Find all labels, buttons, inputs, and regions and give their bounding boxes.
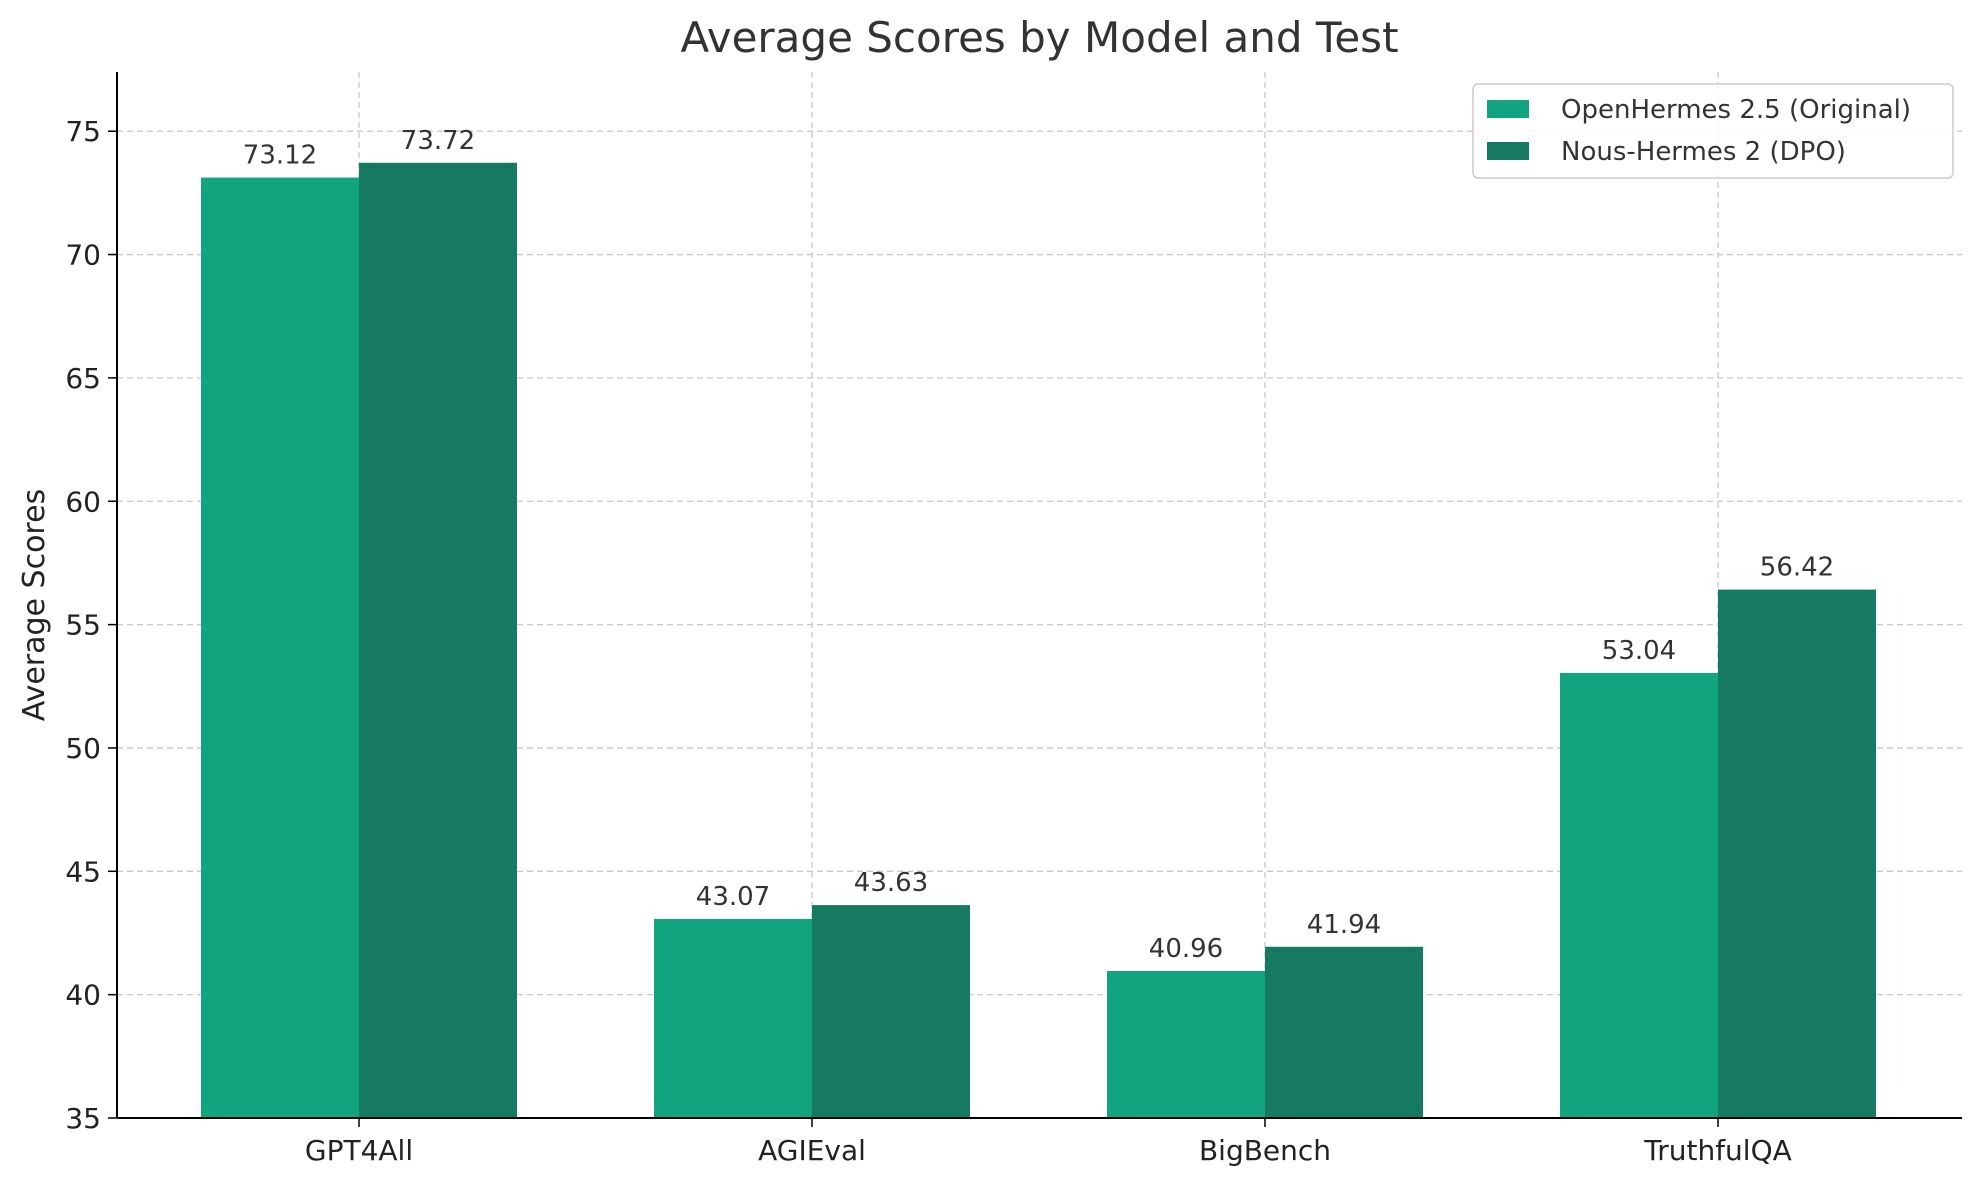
x-tick-label: AGIEval (758, 1134, 866, 1167)
legend-swatch (1487, 142, 1529, 160)
data-label: 73.72 (401, 126, 475, 156)
bar-dpo (1718, 589, 1876, 1118)
y-tick-label: 55 (65, 609, 101, 642)
x-tick-label: BigBench (1199, 1134, 1331, 1167)
data-labels: 73.12 43.07 40.96 53.04 73.72 43.63 41.94 56.42 (243, 126, 1834, 964)
data-label: 41.94 (1307, 910, 1381, 940)
legend-swatch (1487, 100, 1529, 118)
data-label: 73.12 (243, 141, 317, 171)
data-label: 56.42 (1760, 553, 1834, 583)
x-tick-label: TruthfulQA (1643, 1134, 1792, 1167)
bar-original (1107, 970, 1265, 1118)
legend-label: OpenHermes 2.5 (Original) (1561, 95, 1911, 125)
ticks: 35 40 45 50 55 60 65 70 75 GPT4All AGIEval BigBench… (65, 115, 1791, 1167)
data-label: 43.07 (696, 882, 770, 912)
y-tick-label: 65 (65, 362, 101, 395)
data-label: 43.63 (854, 868, 928, 898)
bar-dpo (359, 162, 517, 1118)
y-tick-label: 60 (65, 485, 101, 518)
data-label: 40.96 (1149, 934, 1223, 964)
bar-dpo (812, 905, 970, 1118)
bar-original (1560, 672, 1718, 1118)
y-tick-label: 50 (65, 732, 101, 765)
axes (116, 72, 1962, 1119)
y-tick-label: 45 (65, 855, 101, 888)
legend: OpenHermes 2.5 (Original) Nous-Hermes 2 (… (1472, 83, 1954, 179)
bars (201, 162, 1876, 1118)
bar-original (201, 177, 359, 1118)
chart-title: Average Scores by Model and Test (680, 13, 1398, 62)
y-tick-label: 40 (65, 979, 101, 1012)
data-label: 53.04 (1602, 636, 1676, 666)
y-tick-label: 75 (65, 115, 101, 148)
legend-label: Nous-Hermes 2 (DPO) (1561, 137, 1846, 167)
bar-original (654, 918, 812, 1118)
y-tick-label: 70 (65, 239, 101, 272)
y-axis-title: Average Scores (17, 489, 52, 721)
x-tick-label: GPT4All (305, 1134, 413, 1167)
legend-box (1472, 83, 1954, 179)
y-tick-label: 35 (65, 1102, 101, 1135)
bar-dpo (1265, 946, 1423, 1118)
